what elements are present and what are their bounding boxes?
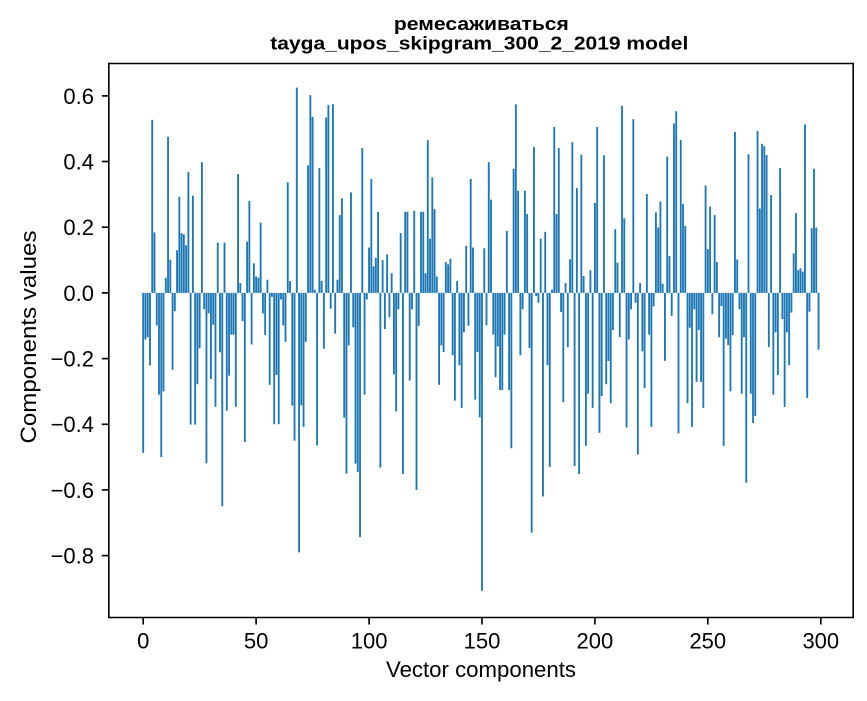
svg-text:−0.8: −0.8: [51, 544, 94, 569]
svg-text:0.4: 0.4: [63, 149, 94, 174]
svg-text:0: 0: [137, 628, 149, 653]
svg-text:0.0: 0.0: [63, 281, 94, 306]
svg-text:250: 250: [689, 628, 726, 653]
svg-text:0.2: 0.2: [63, 215, 94, 240]
svg-text:−0.4: −0.4: [51, 412, 94, 437]
svg-text:150: 150: [464, 628, 501, 653]
svg-text:ремесаживаться: ремесаживаться: [394, 13, 569, 34]
svg-text:200: 200: [577, 628, 614, 653]
svg-text:Vector components: Vector components: [386, 657, 576, 682]
svg-text:tayga_upos_skipgram_300_2_2019: tayga_upos_skipgram_300_2_2019 model: [270, 33, 688, 54]
svg-text:−0.6: −0.6: [51, 478, 94, 503]
svg-text:−0.2: −0.2: [51, 347, 94, 372]
svg-text:300: 300: [802, 628, 839, 653]
svg-text:100: 100: [351, 628, 388, 653]
svg-text:50: 50: [244, 628, 268, 653]
svg-text:0.6: 0.6: [63, 84, 94, 109]
svg-text:Components values: Components values: [16, 231, 41, 444]
